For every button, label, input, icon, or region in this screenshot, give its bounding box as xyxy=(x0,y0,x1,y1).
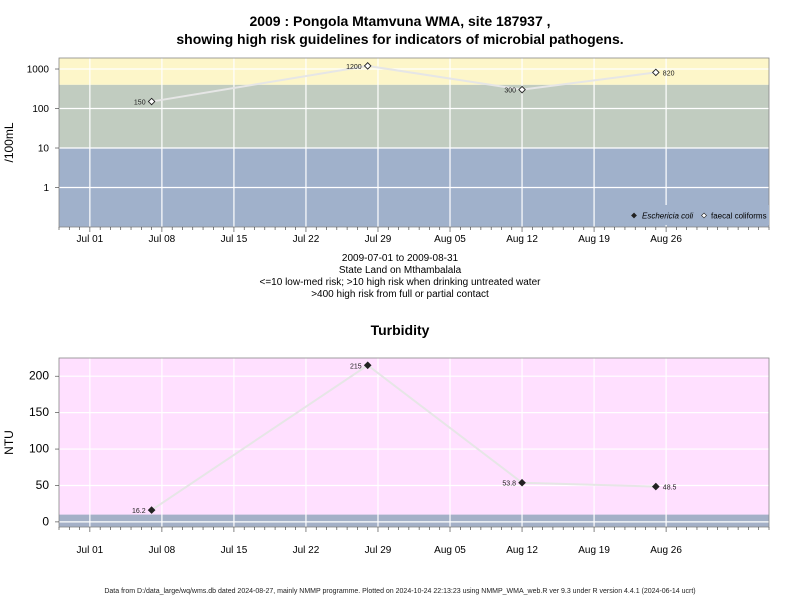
chart-title-line-1: 2009 : Pongola Mtamvuna WMA, site 187937… xyxy=(249,13,551,29)
subtitle-site-name: State Land on Mthambalala xyxy=(338,265,462,276)
data-point xyxy=(651,68,660,77)
data-point xyxy=(363,62,372,70)
y-tick-label: 0 xyxy=(42,514,49,528)
data-point xyxy=(363,361,372,370)
x-tick-label: Jul 01 xyxy=(77,234,104,245)
x-tick-label: Aug 12 xyxy=(506,234,538,245)
data-label: 215 xyxy=(350,363,362,370)
x-tick-label: Aug 05 xyxy=(434,545,466,556)
subtitle-drinking-risk: <=10 low-med risk; >10 high risk when dr… xyxy=(259,277,541,288)
x-tick-label: Jul 01 xyxy=(77,545,104,556)
legend-box xyxy=(627,205,769,225)
x-tick-label: Aug 12 xyxy=(506,545,538,556)
plot-frame xyxy=(58,57,770,228)
data-label: 820 xyxy=(663,70,675,77)
y-axis-label: NTU xyxy=(2,430,16,455)
series-line xyxy=(151,364,656,511)
x-tick-label: Aug 26 xyxy=(650,545,682,556)
x-tick-label: Jul 08 xyxy=(149,234,176,245)
data-label: 150 xyxy=(134,100,146,107)
x-tick-label: Aug 05 xyxy=(434,234,466,245)
plot-background xyxy=(59,358,769,527)
data-label: 16.2 xyxy=(132,508,146,515)
data-point xyxy=(147,97,156,106)
x-tick-label: Aug 26 xyxy=(650,234,682,245)
legend-label-faecal: faecal coliforms xyxy=(711,212,767,221)
x-tick-label: Aug 19 xyxy=(578,545,610,556)
risk-band-mid xyxy=(59,84,769,149)
turbidity-title: Turbidity xyxy=(370,322,430,338)
data-point xyxy=(147,506,156,514)
y-tick-label: 200 xyxy=(29,369,49,383)
risk-band-high xyxy=(59,58,769,85)
y-tick-label: 10 xyxy=(38,144,50,155)
series-line xyxy=(151,64,656,103)
plot-frame xyxy=(58,357,770,528)
data-label: 48.5 xyxy=(663,485,677,492)
y-tick-label: 150 xyxy=(29,405,49,419)
turbidity-band xyxy=(59,514,769,527)
legend-marker-ecoli xyxy=(631,212,637,219)
y-tick-label: 50 xyxy=(36,478,50,492)
subtitle-contact-risk: >400 high risk from full or partial cont… xyxy=(311,289,489,300)
x-tick-label: Jul 15 xyxy=(221,545,248,556)
data-label: 300 xyxy=(504,88,516,95)
data-point xyxy=(651,482,660,491)
x-tick-label: Jul 29 xyxy=(365,545,392,556)
data-point xyxy=(518,85,526,94)
x-tick-label: Jul 29 xyxy=(365,234,392,245)
chart-title-line-2: showing high risk guidelines for indicat… xyxy=(176,31,624,47)
legend: Eschericia coli faecal coliforms xyxy=(627,205,769,225)
y-axis-label: /100mL xyxy=(2,122,16,162)
chart-subtitle: 2009-07-01 to 2009-08-31 State Land on M… xyxy=(0,253,800,301)
x-tick-label: Jul 15 xyxy=(221,234,248,245)
x-tick-label: Jul 08 xyxy=(149,545,176,556)
x-tick-label: Jul 22 xyxy=(293,234,320,245)
footer-note: Data from D:/data_large/wq/wms.db dated … xyxy=(104,588,696,595)
y-tick-label: 1000 xyxy=(27,65,50,76)
data-point xyxy=(518,478,526,487)
legend-marker-faecal xyxy=(701,212,707,219)
subtitle-date-range: 2009-07-01 to 2009-08-31 xyxy=(341,253,459,264)
x-tick-label: Jul 22 xyxy=(293,545,320,556)
y-tick-label: 100 xyxy=(32,104,49,115)
x-tick-label: Aug 19 xyxy=(578,234,610,245)
data-label: 1200 xyxy=(346,64,362,71)
y-tick-label: 100 xyxy=(29,442,49,456)
legend-label-ecoli: Eschericia coli xyxy=(642,212,693,221)
data-label: 53.8 xyxy=(502,481,516,488)
y-tick-label: 1 xyxy=(43,183,49,194)
